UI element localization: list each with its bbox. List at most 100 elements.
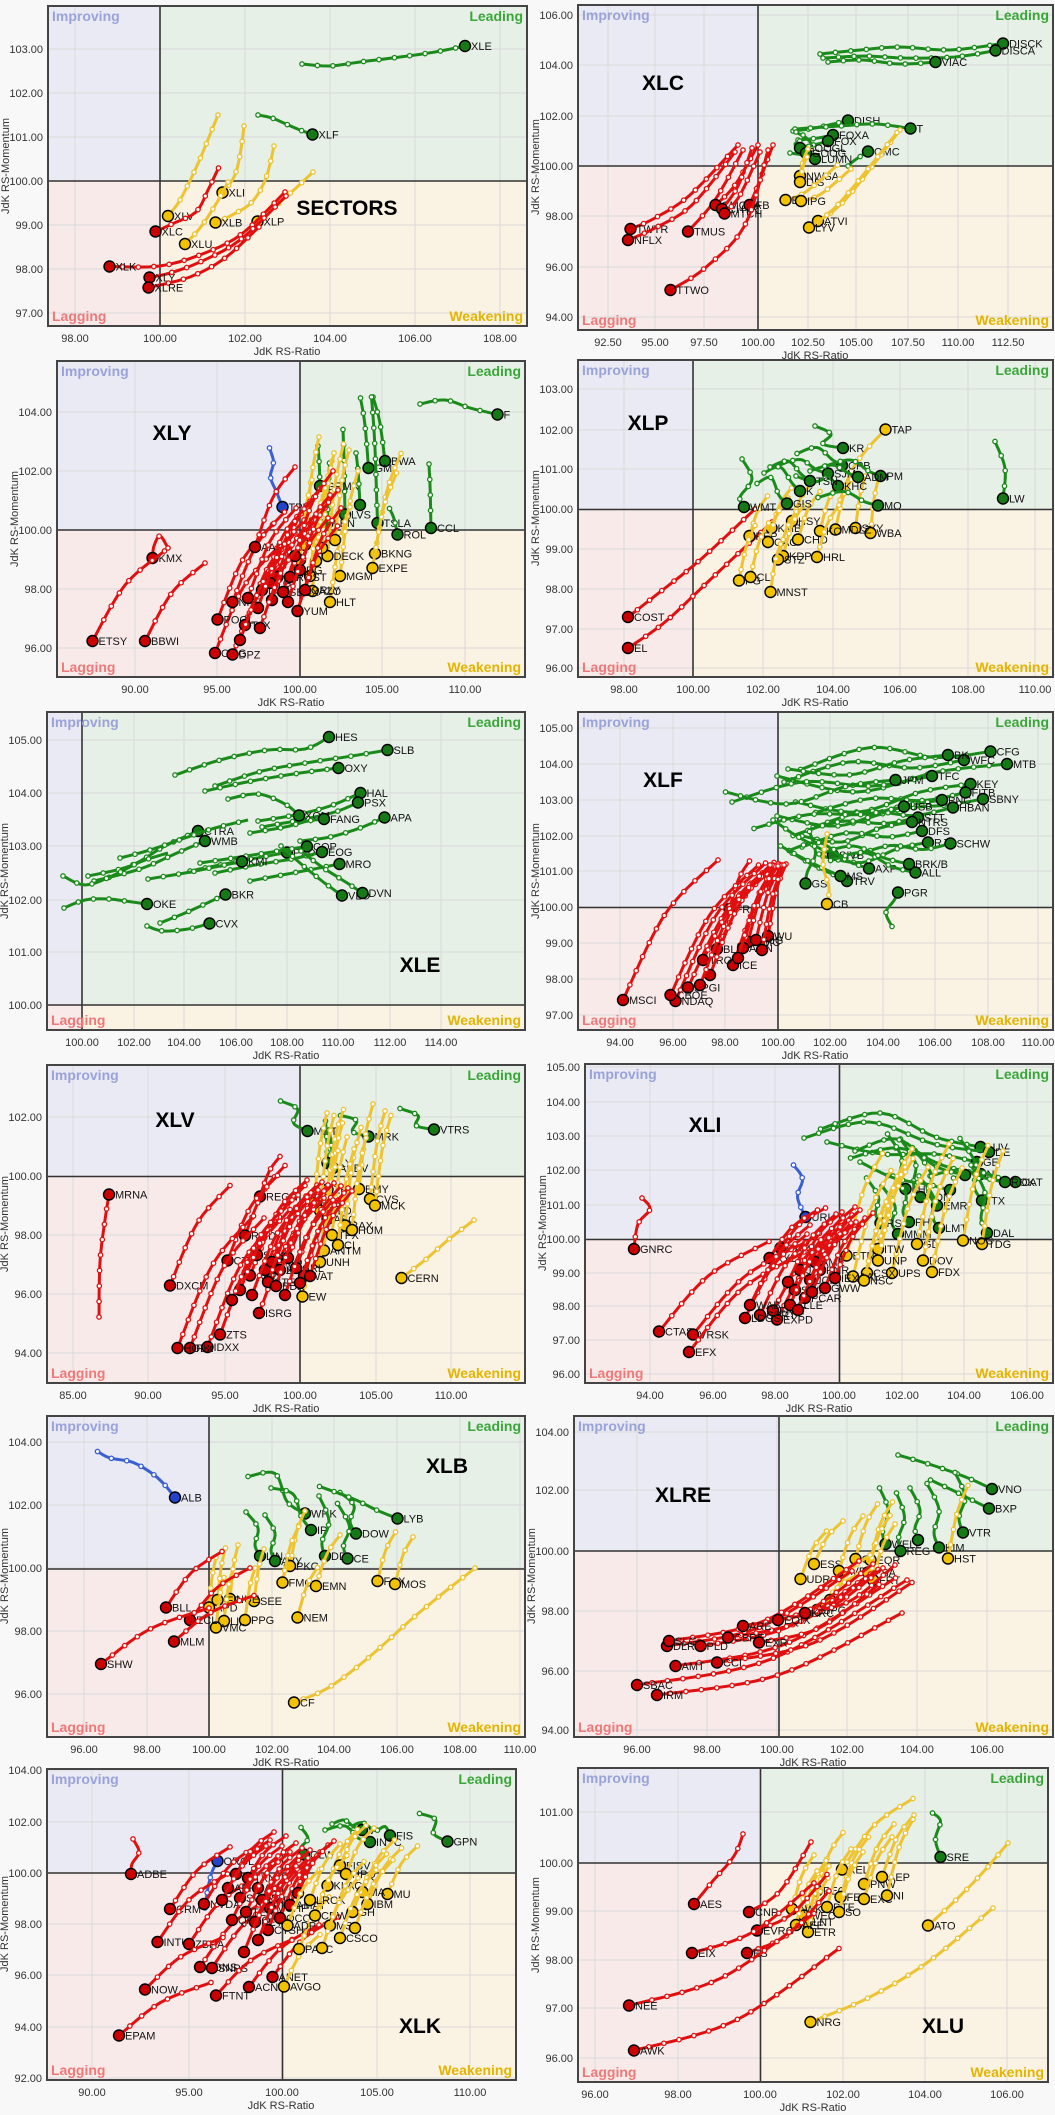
svg-text:106.00: 106.00 — [918, 1037, 952, 1049]
svg-text:Leading: Leading — [995, 7, 1049, 23]
svg-text:98.00: 98.00 — [711, 1037, 739, 1049]
svg-text:102.00: 102.00 — [546, 1165, 580, 1177]
svg-text:ATVI: ATVI — [824, 216, 848, 228]
svg-text:102.00: 102.00 — [8, 1500, 42, 1512]
svg-text:Lagging: Lagging — [582, 659, 636, 675]
svg-text:WBA: WBA — [877, 528, 903, 540]
svg-text:106.00: 106.00 — [219, 1037, 253, 1049]
svg-text:Improving: Improving — [61, 363, 129, 379]
svg-text:XLY: XLY — [153, 422, 192, 445]
svg-text:98.00: 98.00 — [14, 1626, 42, 1638]
svg-text:Weakening: Weakening — [975, 1719, 1049, 1735]
svg-text:JdK RS-Ratio: JdK RS-Ratio — [782, 1050, 849, 1062]
svg-text:PNW: PNW — [870, 1879, 896, 1891]
svg-text:FDX: FDX — [938, 1267, 961, 1279]
svg-text:108.00: 108.00 — [443, 1744, 477, 1756]
svg-text:PCAR: PCAR — [811, 1293, 842, 1305]
svg-text:JdK RS-Momentum: JdK RS-Momentum — [0, 118, 12, 214]
svg-text:EXR: EXR — [765, 1638, 788, 1650]
svg-text:108.00: 108.00 — [270, 1037, 304, 1049]
svg-text:WRK: WRK — [311, 1509, 337, 1521]
svg-text:Improving: Improving — [582, 7, 650, 23]
svg-text:DFS: DFS — [928, 826, 950, 838]
svg-text:VTRS: VTRS — [440, 1125, 469, 1137]
svg-text:TMUS: TMUS — [694, 227, 725, 239]
svg-text:XLC: XLC — [642, 72, 684, 95]
svg-text:DISCK: DISCK — [1009, 39, 1043, 51]
svg-text:PKG: PKG — [296, 1561, 319, 1573]
svg-text:SRE: SRE — [947, 1852, 970, 1864]
svg-text:Lagging: Lagging — [61, 659, 115, 675]
svg-text:104.00: 104.00 — [947, 1390, 981, 1402]
svg-text:IEX: IEX — [841, 1273, 859, 1285]
svg-text:99.00: 99.00 — [552, 1268, 580, 1280]
svg-text:CERN: CERN — [408, 1273, 439, 1285]
svg-text:101.00: 101.00 — [8, 947, 42, 959]
svg-text:ALL: ALL — [922, 868, 942, 880]
svg-text:Weakening: Weakening — [975, 1012, 1049, 1028]
svg-text:KDP: KDP — [789, 551, 812, 563]
svg-text:FIS: FIS — [396, 1831, 413, 1843]
svg-text:CSX: CSX — [873, 1268, 896, 1280]
svg-text:MTCH: MTCH — [731, 209, 763, 221]
svg-text:Weakening: Weakening — [447, 1012, 521, 1028]
svg-text:MTB: MTB — [1013, 759, 1036, 771]
svg-text:Leading: Leading — [467, 1067, 521, 1083]
svg-text:104.00: 104.00 — [18, 407, 52, 419]
svg-text:96.00: 96.00 — [70, 1744, 98, 1756]
svg-text:98.00: 98.00 — [14, 1919, 42, 1931]
svg-text:96.00: 96.00 — [552, 1369, 580, 1381]
svg-text:CVS: CVS — [376, 1194, 399, 1206]
svg-text:BK: BK — [954, 750, 969, 762]
svg-text:102.00: 102.00 — [885, 1390, 919, 1402]
svg-text:110.00: 110.00 — [504, 1744, 537, 1756]
svg-text:CE: CE — [354, 1554, 369, 1566]
svg-text:94.00: 94.00 — [606, 1037, 634, 1049]
svg-text:ALB: ALB — [181, 1493, 202, 1505]
svg-text:ETSY: ETSY — [99, 636, 128, 648]
svg-text:XLV: XLV — [155, 1109, 194, 1132]
svg-text:COST: COST — [634, 612, 665, 624]
svg-text:EMR: EMR — [943, 1201, 968, 1213]
svg-text:WMB: WMB — [211, 836, 238, 848]
svg-text:106.00: 106.00 — [990, 2089, 1024, 2101]
svg-text:99.00: 99.00 — [15, 220, 43, 232]
svg-text:MRK: MRK — [375, 1132, 400, 1144]
svg-text:IBM: IBM — [374, 1899, 394, 1911]
svg-text:SCHW: SCHW — [957, 839, 991, 851]
svg-text:98.00: 98.00 — [545, 1955, 573, 1967]
svg-text:PPG: PPG — [251, 1615, 274, 1627]
svg-text:CFG: CFG — [997, 747, 1020, 759]
svg-text:103.00: 103.00 — [539, 795, 573, 807]
svg-text:103.00: 103.00 — [546, 1131, 580, 1143]
svg-text:XLB: XLB — [222, 218, 243, 230]
svg-text:Improving: Improving — [51, 714, 119, 730]
svg-text:97.00: 97.00 — [552, 1335, 580, 1347]
svg-text:ROL: ROL — [404, 530, 427, 542]
svg-text:JdK RS-Ratio: JdK RS-Ratio — [254, 346, 321, 358]
svg-text:SECTORS: SECTORS — [296, 197, 397, 220]
svg-text:ADM: ADM — [864, 472, 888, 484]
svg-text:ITW: ITW — [884, 1244, 905, 1256]
svg-text:AEE: AEE — [802, 1920, 824, 1932]
svg-text:ORLY: ORLY — [311, 585, 341, 597]
svg-text:LDOS: LDOS — [751, 1313, 781, 1325]
svg-text:JdK RS-Momentum: JdK RS-Momentum — [530, 1877, 542, 1973]
svg-text:YUM: YUM — [304, 606, 328, 618]
svg-text:JdK RS-Momentum: JdK RS-Momentum — [9, 471, 21, 567]
svg-text:98.00: 98.00 — [133, 1744, 161, 1756]
svg-text:Weakening: Weakening — [970, 2064, 1044, 2080]
svg-text:104.00: 104.00 — [535, 1427, 569, 1439]
svg-text:100.00: 100.00 — [8, 1563, 42, 1575]
svg-text:100.00: 100.00 — [741, 337, 775, 349]
svg-text:97.00: 97.00 — [545, 624, 573, 636]
svg-text:JdK RS-Momentum: JdK RS-Momentum — [0, 823, 11, 919]
svg-text:XLU: XLU — [191, 239, 212, 251]
svg-text:GOOG: GOOG — [812, 148, 846, 160]
svg-text:Weakening: Weakening — [447, 1719, 521, 1735]
svg-text:100.00: 100.00 — [822, 1390, 856, 1402]
svg-text:HES: HES — [335, 732, 358, 744]
svg-text:LUMN: LUMN — [821, 154, 852, 166]
svg-text:T: T — [917, 124, 924, 136]
svg-text:XLC: XLC — [162, 227, 183, 239]
